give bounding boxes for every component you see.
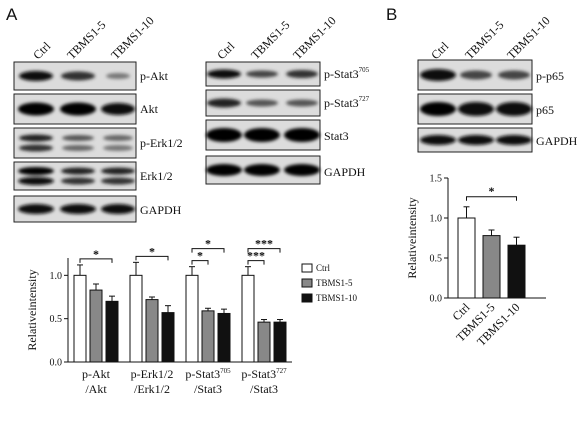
y-tick-label: 1.0 xyxy=(430,214,443,225)
bar xyxy=(145,299,159,363)
lane-headers-a-left: Ctrl TBMS1-5 TBMS1-10 xyxy=(30,14,157,63)
bar xyxy=(201,310,215,363)
blot-label: p-Stat3705 xyxy=(324,66,370,81)
significance-bracket xyxy=(466,196,517,201)
bar xyxy=(482,235,501,299)
blot-label: p65 xyxy=(536,103,554,117)
lane-label: TBMS1-5 xyxy=(248,18,292,62)
blot-label: GAPDH xyxy=(324,165,366,179)
lane-label: TBMS1-5 xyxy=(462,18,506,62)
blot-label: p-Erk1/2 xyxy=(140,136,183,150)
x-tick-label: p-Akt xyxy=(82,367,111,381)
lane-label: TBMS1-10 xyxy=(108,14,157,63)
lane-headers-b: Ctrl TBMS1-5 TBMS1-10 xyxy=(428,14,553,63)
lane-label: Ctrl xyxy=(214,39,238,63)
bar xyxy=(457,217,476,299)
x-tick-label: p-Stat3705 xyxy=(185,367,231,381)
blot-p-stat3-727 xyxy=(205,89,321,117)
bar xyxy=(73,274,87,363)
y-tick-label: 1.5 xyxy=(430,174,443,185)
lane-label: Ctrl xyxy=(30,39,54,63)
x-tick-label: p-Erk1/2 xyxy=(131,367,174,381)
chart-a-legend: Ctrl TBMS1-5 TBMS1-10 xyxy=(301,263,358,303)
blot-label: Stat3 xyxy=(324,129,349,143)
bar xyxy=(507,244,526,299)
bar xyxy=(185,274,199,363)
blot-stat3 xyxy=(205,119,321,151)
blot-label: GAPDH xyxy=(536,134,578,148)
significance-label: * xyxy=(489,184,495,198)
y-axis-label: Relativeintensity xyxy=(25,269,39,350)
y-tick-label: 0.0 xyxy=(50,358,63,369)
significance-label: *** xyxy=(247,249,265,263)
significance-label: * xyxy=(93,247,99,261)
bar xyxy=(241,274,255,363)
blot-p-erk xyxy=(13,127,137,159)
lane-label: TBMS1-10 xyxy=(504,14,553,63)
x-tick-label: /Stat3 xyxy=(250,382,278,396)
blot-label: Akt xyxy=(140,102,159,116)
bar xyxy=(129,274,143,363)
lane-label: TBMS1-5 xyxy=(64,18,108,62)
blot-p-akt xyxy=(13,61,137,91)
blot-label: GAPDH xyxy=(140,203,182,217)
bar xyxy=(273,321,287,363)
bar xyxy=(257,321,271,363)
significance-bracket xyxy=(79,258,113,263)
y-tick-label: 0.5 xyxy=(430,254,443,265)
y-tick-label: 1.0 xyxy=(50,271,63,282)
legend-swatch xyxy=(301,293,313,303)
blot-erk xyxy=(13,161,137,191)
significance-label: * xyxy=(149,244,155,258)
y-tick-label: 0.5 xyxy=(50,314,63,325)
bar xyxy=(105,300,119,363)
significance-bracket xyxy=(191,248,225,253)
blot-gapdh-a-right xyxy=(205,155,321,185)
blot-label: p-Akt xyxy=(140,69,169,83)
lane-label: TBMS1-10 xyxy=(290,14,339,63)
significance-label: *** xyxy=(255,237,273,251)
blot-akt xyxy=(13,93,137,125)
chart-b: 0.00.51.01.5RelativeintensityCtrlTBMS1-5… xyxy=(405,174,546,349)
legend-label: TBMS1-5 xyxy=(316,278,353,288)
blot-label: Erk1/2 xyxy=(140,169,173,183)
blot-gapdh-a-left xyxy=(13,195,137,223)
legend-swatch xyxy=(301,278,313,288)
y-tick-label: 0.0 xyxy=(430,294,443,305)
significance-bracket xyxy=(247,248,281,253)
chart-a: 0.0 0.5 1.0 Relativeintensity p-Akt/Akt p-Erk… xyxy=(25,237,292,396)
bar xyxy=(89,289,103,363)
blot-label: p-Stat3727 xyxy=(324,95,370,110)
blot-gapdh-b xyxy=(417,127,533,153)
significance-bracket xyxy=(135,255,169,261)
x-tick-label: /Erk1/2 xyxy=(134,382,170,396)
panel-label-a: A xyxy=(6,5,18,24)
legend-label: Ctrl xyxy=(316,263,331,273)
significance-label: * xyxy=(197,249,203,263)
significance-label: * xyxy=(205,237,211,251)
blot-label: p-p65 xyxy=(536,69,564,83)
x-tick-label: /Stat3 xyxy=(194,382,222,396)
lane-label: Ctrl xyxy=(428,39,452,63)
significance-bracket xyxy=(191,260,209,265)
bar xyxy=(217,312,231,363)
x-tick-label: /Akt xyxy=(85,382,107,396)
y-axis-label: Relativeintensity xyxy=(405,197,419,278)
panel-label-b: B xyxy=(386,5,397,24)
bar xyxy=(161,312,175,363)
x-tick-label: p-Stat3727 xyxy=(241,367,287,381)
lane-headers-a-right: Ctrl TBMS1-5 TBMS1-10 xyxy=(214,14,339,63)
legend-swatch xyxy=(301,263,313,273)
blot-p-p65 xyxy=(417,59,533,91)
blot-p-stat3-705 xyxy=(205,61,321,87)
legend-label: TBMS1-10 xyxy=(316,293,358,303)
significance-bracket xyxy=(247,260,265,265)
blot-p65 xyxy=(417,93,533,125)
